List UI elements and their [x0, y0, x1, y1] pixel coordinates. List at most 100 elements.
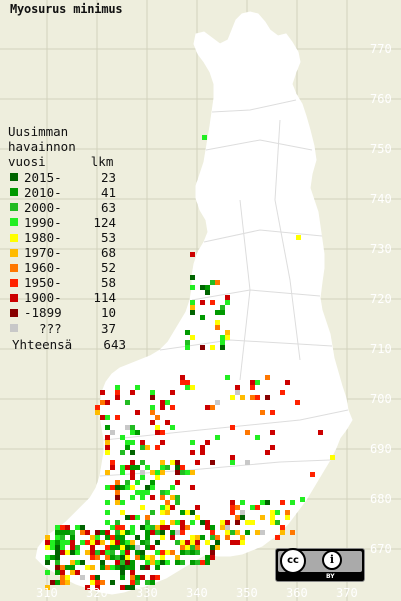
- occurrence-square: [165, 560, 170, 565]
- legend-row-label: -1899: [24, 305, 62, 321]
- occurrence-square: [150, 525, 155, 530]
- occurrence-square: [280, 500, 285, 505]
- occurrence-square: [120, 565, 125, 570]
- occurrence-square: [155, 425, 160, 430]
- map-title: Myosurus minimus: [10, 2, 123, 16]
- y-axis-label: 750: [370, 142, 392, 156]
- occurrence-square: [180, 540, 185, 545]
- occurrence-square: [145, 525, 150, 530]
- occurrence-square: [175, 530, 180, 535]
- occurrence-square: [165, 490, 170, 495]
- occurrence-square: [145, 555, 150, 560]
- occurrence-square: [135, 580, 140, 585]
- occurrence-square: [115, 560, 120, 565]
- occurrence-square: [90, 580, 95, 585]
- occurrence-square: [165, 505, 170, 510]
- occurrence-square: [165, 420, 170, 425]
- occurrence-square: [260, 530, 265, 535]
- occurrence-square: [65, 580, 70, 585]
- occurrence-square: [215, 325, 220, 330]
- occurrence-square: [205, 525, 210, 530]
- occurrence-square: [45, 585, 50, 590]
- occurrence-square: [90, 550, 95, 555]
- occurrence-square: [255, 530, 260, 535]
- occurrence-square: [70, 570, 75, 575]
- occurrence-square: [160, 470, 165, 475]
- legend-swatch: [10, 324, 18, 333]
- occurrence-square: [135, 480, 140, 485]
- occurrence-square: [70, 550, 75, 555]
- occurrence-square: [115, 535, 120, 540]
- occurrence-square: [55, 540, 60, 545]
- occurrence-square: [200, 345, 205, 350]
- occurrence-square: [190, 545, 195, 550]
- occurrence-square: [50, 555, 55, 560]
- occurrence-square: [160, 440, 165, 445]
- occurrence-square: [185, 510, 190, 515]
- y-axis-label: 690: [370, 442, 392, 456]
- occurrence-square: [215, 545, 220, 550]
- occurrence-square: [70, 545, 75, 550]
- occurrence-square: [180, 510, 185, 515]
- cc-by-license-badge[interactable]: cc i BY: [275, 548, 365, 582]
- occurrence-square: [180, 470, 185, 475]
- occurrence-square: [255, 505, 260, 510]
- legend-row-count: 23: [100, 169, 116, 185]
- occurrence-square: [95, 410, 100, 415]
- occurrence-square: [140, 495, 145, 500]
- occurrence-square: [55, 525, 60, 530]
- legend-swatch: [10, 263, 18, 272]
- occurrence-square: [140, 460, 145, 465]
- occurrence-square: [230, 395, 235, 400]
- occurrence-square: [95, 580, 100, 585]
- occurrence-square: [230, 540, 235, 545]
- occurrence-square: [100, 415, 105, 420]
- legend-row-count: 53: [100, 229, 116, 245]
- occurrence-square: [190, 275, 195, 280]
- legend: Uusimman havainnon vuosi lkm 2015- 23 2010…: [8, 124, 126, 352]
- occurrence-square: [110, 555, 115, 560]
- occurrence-square: [215, 435, 220, 440]
- occurrence-square: [130, 525, 135, 530]
- occurrence-square: [130, 440, 135, 445]
- occurrence-square: [125, 550, 130, 555]
- occurrence-square: [125, 560, 130, 565]
- occurrence-square: [240, 395, 245, 400]
- occurrence-square: [85, 550, 90, 555]
- occurrence-square: [240, 510, 245, 515]
- occurrence-square: [150, 420, 155, 425]
- occurrence-square: [215, 320, 220, 325]
- occurrence-square: [120, 560, 125, 565]
- occurrence-square: [215, 535, 220, 540]
- occurrence-square: [105, 550, 110, 555]
- occurrence-square: [330, 455, 335, 460]
- legend-header-line: vuosi lkm: [8, 154, 114, 170]
- occurrence-square: [65, 525, 70, 530]
- occurrence-square: [145, 545, 150, 550]
- occurrence-square: [230, 530, 235, 535]
- legend-swatch: [10, 309, 18, 317]
- occurrence-square: [200, 520, 205, 525]
- occurrence-square: [85, 565, 90, 570]
- occurrence-square: [50, 540, 55, 545]
- occurrence-square: [130, 515, 135, 520]
- occurrence-square: [100, 565, 105, 570]
- occurrence-square: [115, 495, 120, 500]
- legend-swatch: [10, 218, 18, 227]
- occurrence-square: [70, 535, 75, 540]
- occurrence-square: [145, 565, 150, 570]
- occurrence-square: [130, 430, 135, 435]
- occurrence-square: [200, 560, 205, 565]
- occurrence-square: [175, 465, 180, 470]
- x-axis-label: 360: [286, 586, 308, 600]
- occurrence-square: [110, 535, 115, 540]
- occurrence-square: [60, 565, 65, 570]
- occurrence-square: [160, 400, 165, 405]
- occurrence-square: [185, 380, 190, 385]
- occurrence-square: [65, 530, 70, 535]
- occurrence-square: [65, 565, 70, 570]
- occurrence-square: [170, 535, 175, 540]
- occurrence-square: [185, 385, 190, 390]
- occurrence-square: [185, 345, 190, 350]
- occurrence-square: [45, 570, 50, 575]
